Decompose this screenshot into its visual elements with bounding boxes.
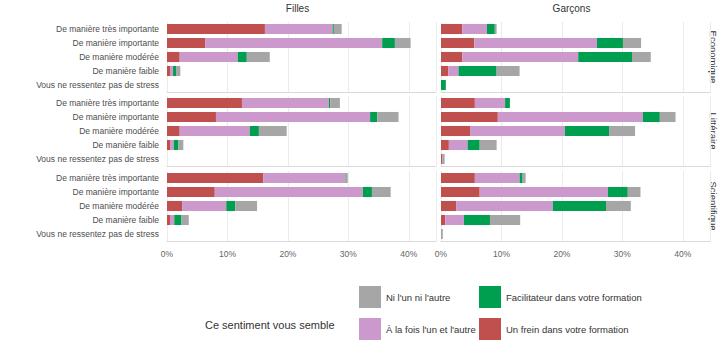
svg-text:Vous ne ressentez pas de stres: Vous ne ressentez pas de stress [36,229,159,239]
svg-text:De manière modérée: De manière modérée [79,52,159,62]
svg-text:Vous ne ressentez pas de stres: Vous ne ressentez pas de stress [36,80,159,90]
svg-text:De manière importante: De manière importante [73,38,160,48]
svg-text:30%: 30% [614,249,631,259]
svg-text:Garçons: Garçons [553,3,591,14]
svg-text:Un frein dans votre formation: Un frein dans votre formation [506,324,629,335]
svg-text:Facilitateur dans votre format: Facilitateur dans votre formation [506,292,642,303]
svg-text:40%: 40% [674,249,691,259]
svg-text:À la fois l'un et l'autre: À la fois l'un et l'autre [386,324,476,335]
svg-text:30%: 30% [340,249,357,259]
svg-text:Economique: Economique [708,31,719,84]
svg-text:Littéraire: Littéraire [708,113,719,150]
svg-text:0%: 0% [435,249,448,259]
svg-text:De manière modérée: De manière modérée [79,201,159,211]
svg-text:40%: 40% [400,249,417,259]
svg-text:De manière modérée: De manière modérée [79,126,159,136]
svg-text:20%: 20% [553,249,570,259]
svg-text:Filles: Filles [286,3,309,14]
svg-text:De manière faible: De manière faible [92,66,159,76]
svg-text:0%: 0% [161,249,174,259]
svg-text:De manière très importante: De manière très importante [56,173,159,183]
svg-text:De manière importante: De manière importante [73,112,160,122]
svg-text:De manière faible: De manière faible [92,140,159,150]
svg-text:20%: 20% [279,249,296,259]
svg-text:De manière faible: De manière faible [92,215,159,225]
svg-text:Ni l'un ni l'autre: Ni l'un ni l'autre [386,292,450,303]
svg-text:De manière très importante: De manière très importante [56,98,159,108]
svg-text:De manière très importante: De manière très importante [56,24,159,34]
svg-text:10%: 10% [493,249,510,259]
svg-text:10%: 10% [219,249,236,259]
svg-text:Ce sentiment vous semble: Ce sentiment vous semble [205,319,335,331]
svg-text:De manière importante: De manière importante [73,187,160,197]
svg-text:Scientifique: Scientifique [708,181,719,230]
svg-text:Vous ne ressentez pas de stres: Vous ne ressentez pas de stress [36,154,159,164]
